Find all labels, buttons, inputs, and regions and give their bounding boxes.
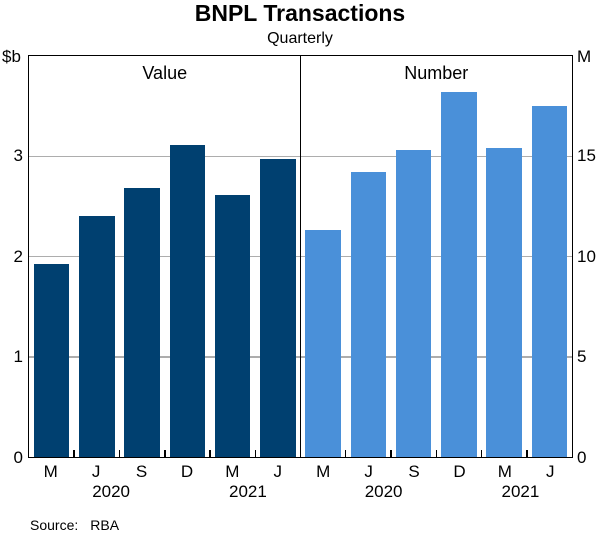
y-tick-label-left-1: 1 xyxy=(13,347,23,367)
x-label-number-2: S xyxy=(408,462,420,481)
bar-number-J-2020 xyxy=(350,172,386,457)
plot-area: Value Number xyxy=(28,55,573,458)
bar-value-J-2020 xyxy=(79,216,115,457)
year-label-value-2020: 2020 xyxy=(92,482,131,501)
y-axis-unit-right: M xyxy=(577,47,592,66)
x-axis-tick xyxy=(73,450,75,457)
y-tick-label-right-5: 5 xyxy=(577,347,587,367)
y-tick-label-left-3: 3 xyxy=(13,145,23,165)
x-label-number-3: D xyxy=(453,462,466,481)
panel-number: Number xyxy=(301,56,573,457)
x-label-value-1: J xyxy=(91,462,101,481)
bar-value-M-2021 xyxy=(214,195,251,457)
year-label-value-2021: 2021 xyxy=(228,482,267,501)
x-label-value-4: M xyxy=(225,462,240,481)
panel-divider xyxy=(299,56,302,457)
x-axis-tick xyxy=(209,450,211,457)
x-label-value-5: J xyxy=(273,462,283,481)
bar-number-M-2021 xyxy=(486,148,522,457)
chart-subtitle: Quarterly xyxy=(267,30,333,47)
x-axis-tick xyxy=(480,450,483,457)
y-tick-label-left-0: 0 xyxy=(13,448,23,467)
x-axis-tick xyxy=(254,450,256,457)
chart-title: BNPL Transactions xyxy=(194,0,406,26)
y-axis-unit-left: $b xyxy=(2,47,21,66)
x-label-value-3: D xyxy=(180,462,194,481)
x-label-value-0: M xyxy=(43,462,58,481)
x-label-number-5: J xyxy=(546,462,555,481)
source-note: Source: RBA xyxy=(30,517,119,534)
bar-value-D-2020 xyxy=(169,145,205,457)
panel-value: Value xyxy=(29,56,301,457)
x-axis-tick xyxy=(164,450,166,457)
x-label-number-4: M xyxy=(497,462,512,481)
source-label: Source: xyxy=(30,517,79,533)
x-label-number-0: M xyxy=(316,462,331,481)
bar-number-D-2020 xyxy=(441,92,477,457)
y-tick-label-right-10: 10 xyxy=(577,246,596,266)
year-label-number-2020: 2020 xyxy=(364,482,403,501)
panel-title-number: Number xyxy=(404,63,469,83)
bar-number-J-2021 xyxy=(531,106,567,457)
source-value: RBA xyxy=(90,517,120,533)
x-axis-tick xyxy=(118,450,121,457)
x-label-number-1: J xyxy=(364,462,373,481)
x-axis-tick xyxy=(344,450,347,457)
x-label-value-2: S xyxy=(135,462,148,481)
bar-value-J-2021 xyxy=(260,159,296,457)
x-axis-tick xyxy=(435,450,437,457)
y-tick-label-right-0: 0 xyxy=(577,448,587,467)
x-axis-tick xyxy=(390,450,392,457)
bar-number-M-2020 xyxy=(305,230,341,457)
year-label-number-2021: 2021 xyxy=(501,482,540,501)
y-tick-label-right-15: 15 xyxy=(577,145,596,165)
panel-title-value: Value xyxy=(142,63,188,83)
bar-value-S-2020 xyxy=(124,188,160,457)
bar-number-S-2020 xyxy=(395,150,432,457)
x-axis-tick xyxy=(526,450,528,457)
y-tick-label-left-2: 2 xyxy=(13,246,23,266)
bar-value-M-2020 xyxy=(33,263,70,457)
